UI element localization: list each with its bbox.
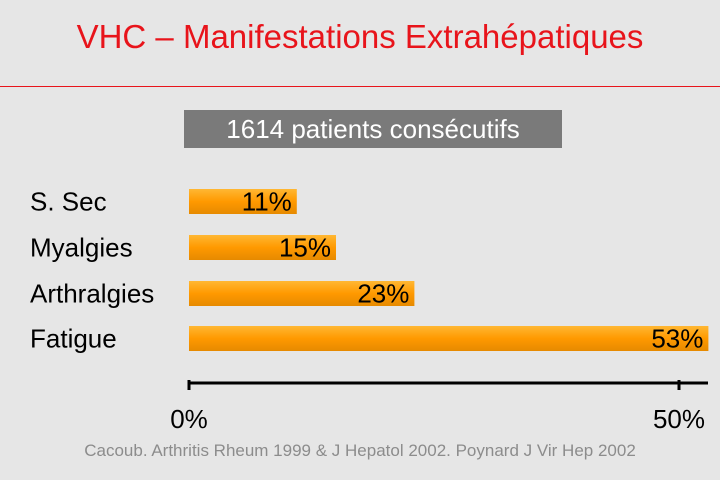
value-label: 53% <box>651 324 703 354</box>
category-label: Myalgies <box>30 233 133 263</box>
value-label: 15% <box>279 233 331 263</box>
bar-fatigue <box>189 326 709 351</box>
category-label: S. Sec <box>30 187 107 217</box>
category-label: Fatigue <box>30 324 117 354</box>
x-tick-label: 0% <box>170 404 208 434</box>
category-label: Arthralgies <box>30 279 154 309</box>
slide-title: VHC – Manifestations Extrahépatiques <box>76 18 644 55</box>
source-citation: Cacoub. Arthritis Rheum 1999 & J Hepatol… <box>84 441 636 460</box>
value-label: 23% <box>357 279 409 309</box>
bar-arthralgies <box>189 281 415 306</box>
title-divider <box>0 86 720 87</box>
subtitle-box: 1614 patients consécutifs <box>184 110 562 148</box>
bar-myalgies <box>189 235 336 260</box>
x-tick-label: 50% <box>653 404 705 434</box>
value-label: 11% <box>242 187 292 217</box>
bar-s-sec <box>189 189 297 214</box>
